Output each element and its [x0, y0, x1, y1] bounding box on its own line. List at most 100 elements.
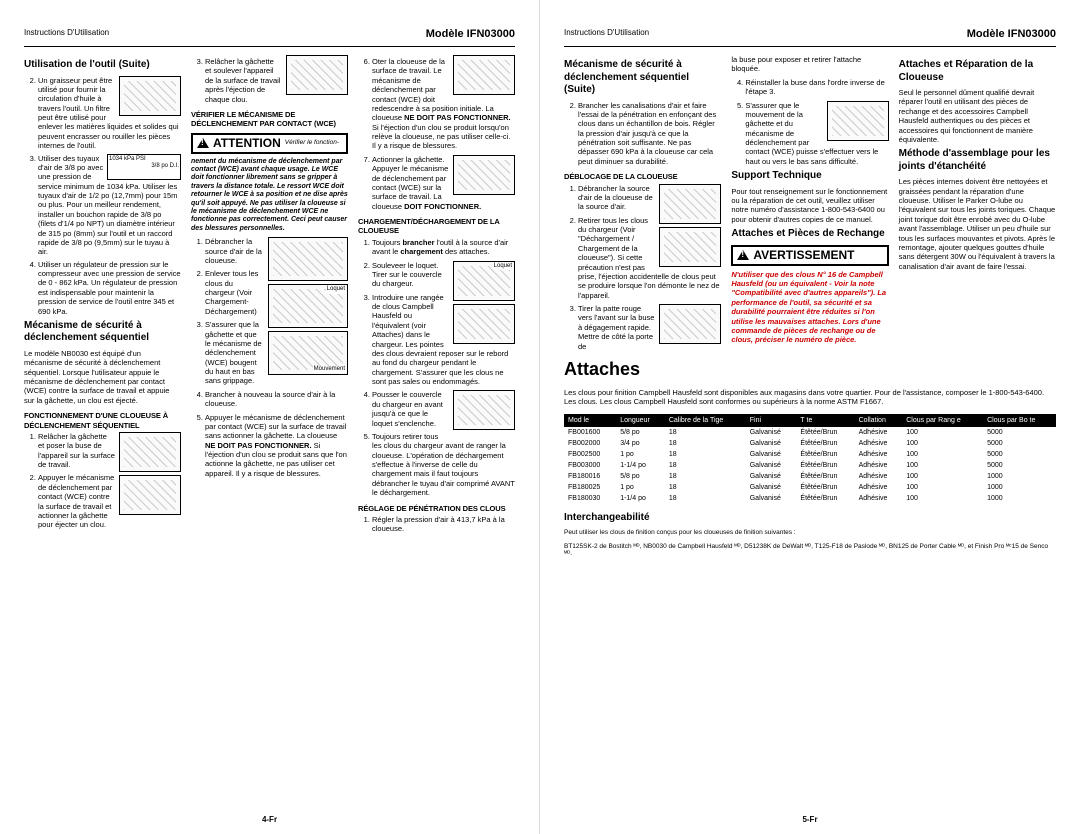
p-mecanisme: Le modèle NB0030 est équipé d'un mécanis…	[24, 349, 181, 405]
header-title-r: Instructions D'Utilisation	[564, 28, 649, 40]
table-cell: FB003000	[564, 460, 616, 471]
table-cell: Étêtée/Brun	[796, 493, 854, 504]
p-support: Pour tout renseignement sur le fonctionn…	[731, 187, 888, 225]
table-cell: Étêtée/Brun	[796, 471, 854, 482]
table-cell: 1000	[983, 482, 1056, 493]
table-cell: 100	[902, 427, 983, 438]
gauge-label: 1034 kPa PSI	[109, 156, 179, 164]
cl1b: brancher	[402, 238, 434, 247]
h2-charge: CHARGEMENT/DÉCHARGEMENT DE LA CLOUEUSE	[358, 217, 515, 236]
table-cell: 18	[665, 471, 746, 482]
fig-cl2: Loquet	[453, 261, 515, 301]
table-cell: FB001600	[564, 427, 616, 438]
h-mecanisme: Mécanisme de sécurité à déclenchement sé…	[24, 320, 181, 345]
fig-c3-1	[453, 55, 515, 95]
table-cell: Galvanisé	[746, 471, 797, 482]
table-cell: FB180030	[564, 493, 616, 504]
fig-cl4	[453, 390, 515, 430]
attaches-table: Mod leLongueurCalibre de la TigeFiniT te…	[564, 414, 1056, 504]
table-cell: 18	[665, 493, 746, 504]
table-cell: FB180025	[564, 482, 616, 493]
cl1: Toujours brancher l'outil à la source d'…	[372, 238, 515, 257]
cl1d: chargement	[400, 247, 443, 256]
table-cell: Étêtée/Brun	[796, 438, 854, 449]
table-cell: 100	[902, 493, 983, 504]
table-cell: Galvanisé	[746, 493, 797, 504]
d5-nf: NE DOIT PAS FONCTIONNER.	[205, 441, 312, 450]
h-mec5: Mécanisme de sécurité à déclenchement sé…	[564, 59, 721, 97]
table-cell: 100	[902, 438, 983, 449]
table-cell: Adhésive	[855, 471, 903, 482]
table-cell: 18	[665, 438, 746, 449]
table-cell: Adhésive	[855, 482, 903, 493]
attaches-section: Attaches Les clous pour finition Campbel…	[564, 355, 1056, 563]
table-cell: 100	[902, 460, 983, 471]
fig-d3: Mouvement	[268, 331, 348, 375]
table-row: FB1800165/8 po18GalvaniséÉtêtée/BrunAdhé…	[564, 471, 1056, 482]
header-rule-r	[564, 46, 1056, 47]
lbl-loquet: Loquet	[326, 286, 346, 294]
red-warning: N'utiliser que des clous N° 16 de Campbe…	[731, 270, 888, 345]
h-attaches: Attaches	[564, 359, 1056, 380]
table-cell: Adhésive	[855, 427, 903, 438]
h2-reglage: RÉGLAGE DE PÉNÉTRATION DES CLOUS	[358, 504, 515, 513]
table-row: FB1800301-1/4 po18GalvaniséÉtêtée/BrunAd…	[564, 493, 1056, 504]
table-cell: 3/4 po	[616, 438, 665, 449]
header-right: Instructions D'Utilisation Modèle IFN030…	[564, 28, 1056, 40]
table-cell: 18	[665, 482, 746, 493]
header-left: Instructions D'Utilisation Modèle IFN030…	[24, 28, 515, 40]
h2-fonct: FONCTIONNEMENT D'UNE CLOUEUSE À DÉCLENCH…	[24, 411, 181, 430]
table-cell: 1-1/4 po	[616, 460, 665, 471]
p-interchange: Peut utiliser les clous de finition conç…	[564, 529, 1056, 536]
warning-icon-2	[737, 250, 749, 260]
table-cell: 100	[902, 482, 983, 493]
h-support: Support Technique	[731, 170, 888, 183]
lbl-loquet2: Loquet	[493, 263, 513, 271]
fig-cl3	[453, 304, 515, 344]
footer-4: 4-Fr	[0, 815, 539, 824]
table-cell: Étêtée/Brun	[796, 449, 854, 460]
li6-b: Si l'éjection d'un clou se produit lorsq…	[372, 123, 510, 151]
h-attaches-pieces: Attaches et Pièces de Rechange	[731, 228, 888, 241]
p5-p1: la buse pour exposer et retirer l'attach…	[731, 55, 888, 74]
li6-nf: NE DOIT PAS FONCTIONNER.	[404, 113, 511, 122]
attention-sm: Vérifier le fonction-	[285, 140, 339, 147]
lbl-mouve: Mouvement	[313, 366, 346, 374]
table-row: FB0025001 po18GalvaniséÉtêtée/BrunAdhési…	[564, 449, 1056, 460]
cl5: Toujours retirer tous les clous du charg…	[372, 432, 515, 498]
table-header-cell: Longueur	[616, 414, 665, 427]
p-attaches-intro: Les clous pour finition Campbell Hausfel…	[564, 388, 1056, 407]
table-cell: 5000	[983, 427, 1056, 438]
table-head-row: Mod leLongueurCalibre de la TigeFiniT te…	[564, 414, 1056, 427]
table-cell: 1 po	[616, 449, 665, 460]
page-5: Instructions D'Utilisation Modèle IFN030…	[540, 0, 1080, 834]
footer-5: 5-Fr	[540, 815, 1080, 824]
p-repair: Seul le personnel dûment qualifié devrai…	[899, 88, 1056, 144]
p4-col2: Relâcher la gâchette et soulever l'appar…	[191, 55, 348, 814]
columns-p4: Utilisation de l'outil (Suite) Un graiss…	[24, 55, 515, 814]
p4-col1: Utilisation de l'outil (Suite) Un graiss…	[24, 55, 181, 814]
table-cell: Adhésive	[855, 460, 903, 471]
fig-deb2	[659, 227, 721, 267]
table-cell: Galvanisé	[746, 449, 797, 460]
fig-c3-2	[453, 155, 515, 195]
d4: Brancher à nouveau la source d'air à la …	[205, 390, 348, 409]
p5-li2: Brancher les canalisations d'air et fair…	[578, 101, 721, 167]
table-cell: Étêtée/Brun	[796, 482, 854, 493]
table-cell: FB180016	[564, 471, 616, 482]
page-4: Instructions D'Utilisation Modèle IFN030…	[0, 0, 540, 834]
table-cell: Galvanisé	[746, 427, 797, 438]
p5-col2: la buse pour exposer et retirer l'attach…	[731, 55, 888, 355]
h-methode: Méthode d'assemblage pour les joints d'é…	[899, 148, 1056, 173]
fig-lubricator	[119, 76, 181, 116]
p-methode: Les pièces internes doivent être nettoyé…	[899, 177, 1056, 271]
r1: Régler la pression d'air à 413,7 kPa à l…	[372, 515, 515, 534]
gauge-label2: 3/8 po D.I.	[109, 163, 179, 171]
header-model-r: Modèle IFN03000	[967, 28, 1056, 40]
table-cell: 1000	[983, 471, 1056, 482]
header-rule	[24, 46, 515, 47]
table-header-cell: T te	[796, 414, 854, 427]
h-interchange: Interchangeabilité	[564, 512, 1056, 523]
h-utilisation: Utilisation de l'outil (Suite)	[24, 59, 181, 72]
table-cell: 18	[665, 460, 746, 471]
